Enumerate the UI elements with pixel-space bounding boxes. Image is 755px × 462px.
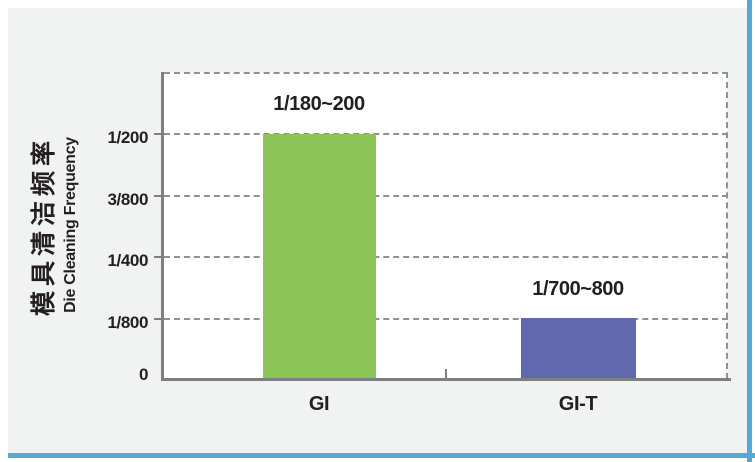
y-tick-label: 1/400: [107, 251, 148, 270]
x-category-label-gi-t: GI-T: [558, 393, 598, 415]
y-tick-1-200: [154, 133, 161, 135]
gridline-3-800: [164, 195, 728, 197]
x-axis-line: [161, 378, 731, 381]
x-axis-category-boundary-tick: [445, 369, 447, 379]
y-tick-1-400: [154, 256, 161, 258]
y-tick-3-800: [154, 195, 161, 197]
y-tick-1-800: [154, 318, 161, 320]
frame-right-blue-line: [747, 0, 752, 462]
y-axis-title-chinese: 模具清洁频率: [30, 136, 58, 317]
gridline-top: [164, 72, 728, 74]
gridline-1-400: [164, 256, 728, 258]
gridline-1-800: [164, 318, 728, 320]
y-axis-title-english: Die Cleaning Frequency: [62, 137, 79, 313]
bar-gi: [263, 134, 376, 378]
bar-value-label-gi-t: 1/700~800: [532, 278, 624, 300]
y-tick-label: 3/800: [107, 190, 148, 209]
plot-area: [163, 72, 727, 379]
bar-value-label-gi: 1/180~200: [273, 93, 365, 115]
plot-right-dashed-border: [726, 72, 728, 379]
y-axis-line: [161, 72, 164, 380]
frame-bottom-blue-line: [8, 453, 755, 458]
y-tick-label: 1/800: [107, 313, 148, 332]
bar-gi-t: [521, 318, 636, 378]
gridline-1-200: [164, 133, 728, 135]
x-category-label-gi: GI: [308, 393, 330, 415]
y-tick-label-zero: 0: [138, 365, 148, 384]
y-tick-label: 1/200: [107, 128, 148, 147]
